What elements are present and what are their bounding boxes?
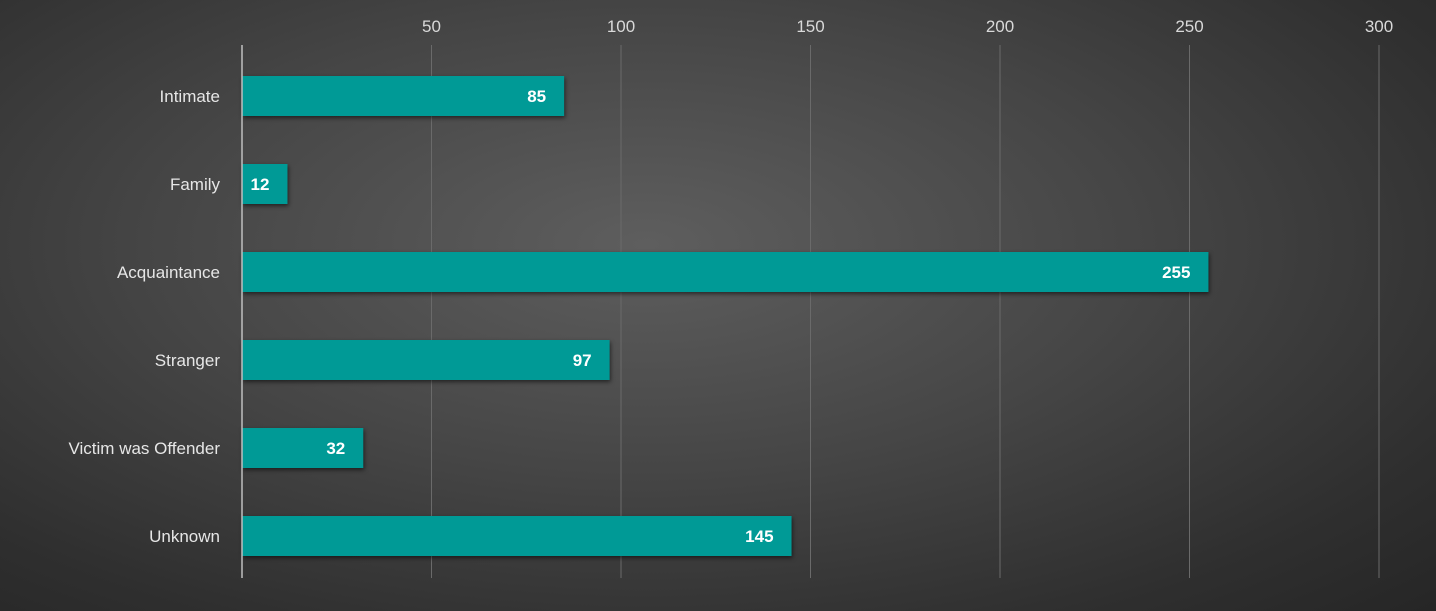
category-label: Victim was Offender — [69, 439, 221, 458]
x-tick-label: 100 — [607, 17, 635, 36]
bar — [242, 428, 364, 468]
data-label: 32 — [326, 439, 345, 458]
data-label: 85 — [527, 87, 546, 106]
data-label: 145 — [745, 527, 773, 546]
x-tick-label: 150 — [796, 17, 824, 36]
bar — [242, 516, 792, 556]
x-tick-label: 50 — [422, 17, 441, 36]
bar — [242, 340, 610, 380]
category-label: Family — [170, 175, 221, 194]
data-label: 97 — [573, 351, 592, 370]
category-label: Acquaintance — [117, 263, 220, 282]
bar — [242, 76, 565, 116]
category-label: Intimate — [160, 87, 220, 106]
x-tick-label: 200 — [986, 17, 1014, 36]
x-tick-label: 300 — [1365, 17, 1393, 36]
bar — [242, 252, 1209, 292]
bar — [242, 164, 288, 204]
x-tick-label: 250 — [1175, 17, 1203, 36]
data-label: 12 — [251, 175, 270, 194]
category-label: Stranger — [155, 351, 221, 370]
data-label: 255 — [1162, 263, 1190, 282]
category-label: Unknown — [149, 527, 220, 546]
